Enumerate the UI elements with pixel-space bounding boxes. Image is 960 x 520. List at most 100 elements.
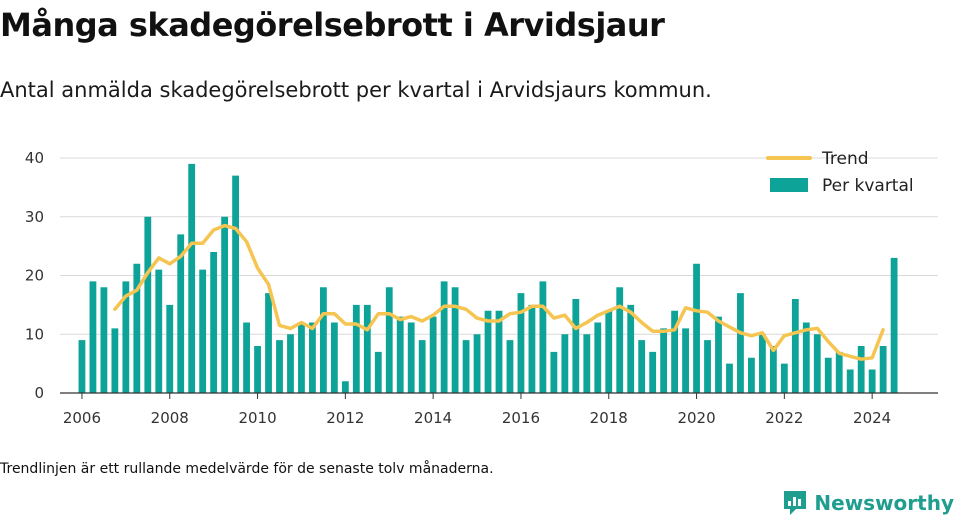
bar-72: [868, 369, 876, 393]
bar-21: [309, 322, 316, 393]
x-tick-label-2006: 2006: [63, 409, 101, 427]
bar-4: [122, 281, 130, 393]
bar-29: [396, 316, 404, 393]
x-tick-label-2018: 2018: [590, 409, 628, 427]
bar-65: [791, 299, 799, 393]
bar-55: [682, 328, 689, 393]
bar-38: [495, 310, 503, 393]
bar-15: [243, 322, 250, 393]
x-tick-label-2010: 2010: [238, 409, 276, 427]
bar-40: [517, 293, 525, 393]
y-tick-label-40: 40: [25, 149, 44, 167]
bar-45: [572, 299, 580, 393]
bar-44: [561, 334, 569, 393]
legend-bar-swatch: [770, 178, 808, 192]
bar-35: [462, 340, 470, 393]
bar-59: [726, 363, 733, 393]
x-tick-label-2008: 2008: [151, 409, 189, 427]
bar-64: [780, 363, 788, 393]
bar-54: [671, 310, 679, 393]
bar-24: [341, 381, 349, 393]
bar-10: [188, 163, 196, 393]
legend-label-per-kvartal: Per kvartal: [822, 176, 914, 196]
brand-name: Newsworthy: [814, 491, 954, 515]
bar-31: [418, 340, 426, 393]
bar-66: [802, 322, 810, 393]
bar-11: [199, 269, 207, 393]
bar-27: [374, 351, 382, 393]
bar-30: [407, 322, 415, 393]
footnote: Trendlinjen är ett rullande medelvärde f…: [0, 461, 494, 477]
bar-19: [287, 334, 294, 393]
newsworthy-logo-icon: [784, 491, 807, 515]
x-tick-label-2014: 2014: [414, 409, 452, 427]
y-tick-label-20: 20: [25, 267, 44, 285]
bar-26: [363, 304, 371, 393]
bar-68: [824, 357, 832, 393]
bar-8: [166, 304, 174, 393]
bar-20: [298, 322, 305, 393]
bar-74: [890, 257, 898, 393]
x-tick-label-2020: 2020: [677, 409, 715, 427]
bar-13: [221, 216, 229, 393]
bars-per-kvartal: [78, 163, 898, 393]
bar-62: [758, 334, 766, 393]
bar-16: [254, 346, 261, 393]
legend-label-trend: Trend: [821, 149, 869, 169]
bar-52: [649, 351, 657, 393]
x-tick-label-2012: 2012: [326, 409, 364, 427]
y-axis-ticks: 0 10 20 30 40: [25, 149, 44, 402]
bar-69: [835, 351, 843, 393]
legend: Trend Per kvartal: [766, 149, 914, 196]
bar-25: [352, 304, 360, 393]
trend-line: [113, 223, 885, 361]
bar-0: [78, 340, 86, 393]
bar-63: [769, 346, 777, 393]
y-tick-label-10: 10: [25, 325, 44, 343]
bar-32: [429, 316, 437, 393]
y-tick-label-0: 0: [34, 384, 44, 402]
bar-47: [594, 322, 602, 393]
bar-71: [857, 346, 865, 393]
bar-36: [473, 334, 481, 393]
bar-51: [638, 340, 646, 393]
chart: 0 10 20 30 40 2006 2008 2010 2012 2014 2016 2018 20…: [25, 149, 938, 427]
bar-60: [737, 293, 744, 393]
bar-37: [484, 310, 492, 393]
bar-17: [265, 293, 272, 393]
bar-34: [451, 287, 459, 393]
chart-title: Många skadegörelsebrott i Arvidsjaur: [0, 6, 665, 44]
bar-58: [715, 316, 722, 393]
bar-28: [385, 287, 393, 393]
bar-56: [693, 263, 700, 393]
bar-48: [605, 310, 613, 393]
bar-23: [330, 322, 338, 393]
bar-43: [550, 351, 558, 393]
bar-12: [210, 252, 218, 393]
x-tick-label-2022: 2022: [765, 409, 803, 427]
x-axis-ticks: 2006 2008 2010 2012 2014 2016 2018 2020 2022 2024: [63, 393, 891, 427]
bar-73: [879, 346, 887, 393]
bar-57: [704, 340, 711, 393]
bar-53: [660, 328, 668, 393]
bar-9: [177, 234, 185, 393]
brand: Newsworthy: [782, 489, 954, 517]
bar-49: [616, 287, 624, 393]
bar-14: [232, 175, 240, 393]
bar-46: [583, 334, 591, 393]
bar-50: [627, 304, 635, 393]
bar-39: [506, 340, 514, 393]
x-tick-label-2016: 2016: [502, 409, 540, 427]
bar-67: [813, 334, 821, 393]
bar-5: [133, 263, 141, 393]
bar-33: [440, 281, 448, 393]
bar-3: [111, 328, 119, 393]
bar-2: [100, 287, 108, 393]
bar-42: [539, 281, 547, 393]
bar-61: [748, 357, 755, 393]
bar-1: [89, 281, 97, 393]
bar-22: [319, 287, 327, 393]
chart-subtitle: Antal anmälda skadegörelsebrott per kvar…: [0, 78, 712, 102]
y-tick-label-30: 30: [25, 208, 44, 226]
bar-41: [528, 304, 536, 393]
